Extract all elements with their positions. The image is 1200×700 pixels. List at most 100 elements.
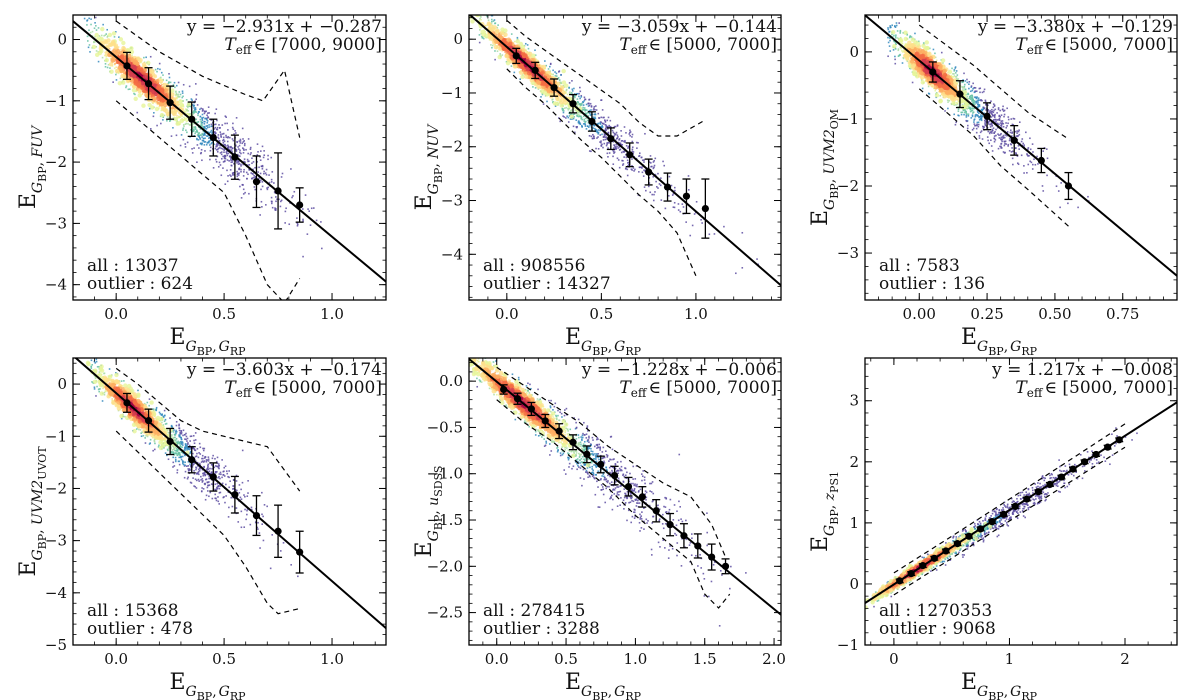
scatter-point: [990, 145, 993, 147]
scatter-point: [583, 115, 585, 118]
scatter-point: [206, 121, 209, 124]
scatter-point: [921, 87, 924, 90]
scatter-point: [901, 42, 903, 45]
scatter-point: [224, 154, 226, 157]
scatter-point: [497, 24, 499, 26]
scatter-point: [939, 94, 942, 97]
scatter-point: [144, 92, 149, 97]
scatter-point: [165, 79, 168, 82]
scatter-point: [638, 154, 641, 157]
scatter-point: [99, 48, 104, 54]
scatter-point: [535, 58, 537, 61]
scatter-point: [225, 136, 228, 139]
scatter-point: [995, 134, 997, 137]
scatter-point: [195, 93, 198, 96]
scatter-point: [590, 150, 592, 153]
scatter-point: [271, 206, 274, 209]
scatter-point: [260, 150, 262, 152]
scatter-point: [585, 117, 587, 120]
scatter-point: [623, 140, 625, 143]
scatter-point: [216, 126, 219, 129]
scatter-point: [930, 78, 932, 81]
scatter-point: [983, 119, 986, 122]
scatter-point: [1001, 122, 1003, 125]
scatter-point: [273, 191, 276, 193]
scatter-point: [226, 154, 229, 157]
scatter-point: [614, 147, 617, 150]
scatter-point: [1012, 117, 1015, 120]
scatter-point: [588, 98, 591, 101]
scatter-point: [155, 101, 157, 104]
scatter-point: [153, 111, 155, 114]
scatter-point: [211, 131, 214, 134]
scatter-point: [594, 108, 596, 111]
scatter-point: [540, 96, 542, 98]
scatter-point: [246, 158, 249, 161]
scatter-point: [566, 93, 569, 96]
scatter-point: [576, 102, 578, 105]
scatter-point: [227, 175, 229, 177]
scatter-point: [677, 209, 680, 211]
scatter-point: [203, 133, 206, 135]
scatter-point: [242, 148, 245, 150]
scatter-point: [963, 89, 965, 92]
scatter-point: [157, 78, 160, 80]
scatter-point: [1017, 163, 1020, 166]
scatter-point: [199, 118, 202, 121]
scatter-point: [160, 106, 166, 111]
scatter-point: [95, 45, 98, 48]
scatter-point: [588, 109, 591, 112]
scatter-point: [109, 69, 114, 74]
scatter-point: [225, 151, 228, 154]
scatter-point: [955, 102, 958, 104]
scatter-point: [529, 78, 534, 83]
scatter-point: [105, 55, 108, 58]
scatter-point: [643, 186, 646, 188]
scatter-point: [237, 154, 240, 157]
scatter-point: [978, 112, 980, 114]
scatter-point: [253, 186, 256, 188]
y-tick-label: −3: [45, 214, 67, 232]
scatter-point: [127, 88, 130, 91]
scatter-point: [179, 144, 182, 147]
scatter-point: [172, 126, 174, 129]
scatter-point: [239, 185, 241, 188]
scatter-point: [226, 152, 228, 155]
scatter-point: [261, 164, 264, 167]
scatter-point: [631, 150, 634, 153]
scatter-point: [159, 112, 165, 118]
scatter-point: [578, 120, 580, 123]
scatter-point: [159, 96, 164, 101]
scatter-point: [560, 74, 562, 76]
scatter-point: [238, 155, 241, 158]
scatter-point: [1009, 129, 1012, 132]
scatter-point: [951, 67, 953, 70]
scatter-point: [576, 93, 579, 95]
scatter-point: [513, 40, 516, 43]
scatter-point: [955, 87, 958, 90]
scatter-point: [234, 145, 237, 147]
scatter-point: [133, 96, 138, 101]
scatter-point: [147, 102, 152, 108]
scatter-point: [629, 131, 632, 133]
scatter-point: [1012, 163, 1014, 166]
scatter-point: [222, 136, 225, 139]
scatter-point: [88, 17, 90, 20]
scatter-point: [900, 47, 902, 50]
binned-point: [166, 99, 174, 107]
scatter-point: [215, 149, 218, 151]
scatter-point: [989, 131, 991, 134]
scatter-point: [288, 223, 291, 226]
scatter-point: [605, 129, 607, 131]
scatter-point: [583, 120, 586, 122]
scatter-point: [236, 153, 239, 156]
scatter-point: [264, 172, 267, 174]
scatter-point: [209, 139, 212, 142]
scatter-point: [687, 189, 690, 191]
scatter-point: [130, 83, 132, 85]
scatter-point: [902, 51, 904, 53]
scatter-point: [649, 191, 652, 194]
scatter-point: [231, 151, 233, 153]
scatter-point: [1013, 118, 1016, 120]
scatter-point: [190, 129, 192, 131]
